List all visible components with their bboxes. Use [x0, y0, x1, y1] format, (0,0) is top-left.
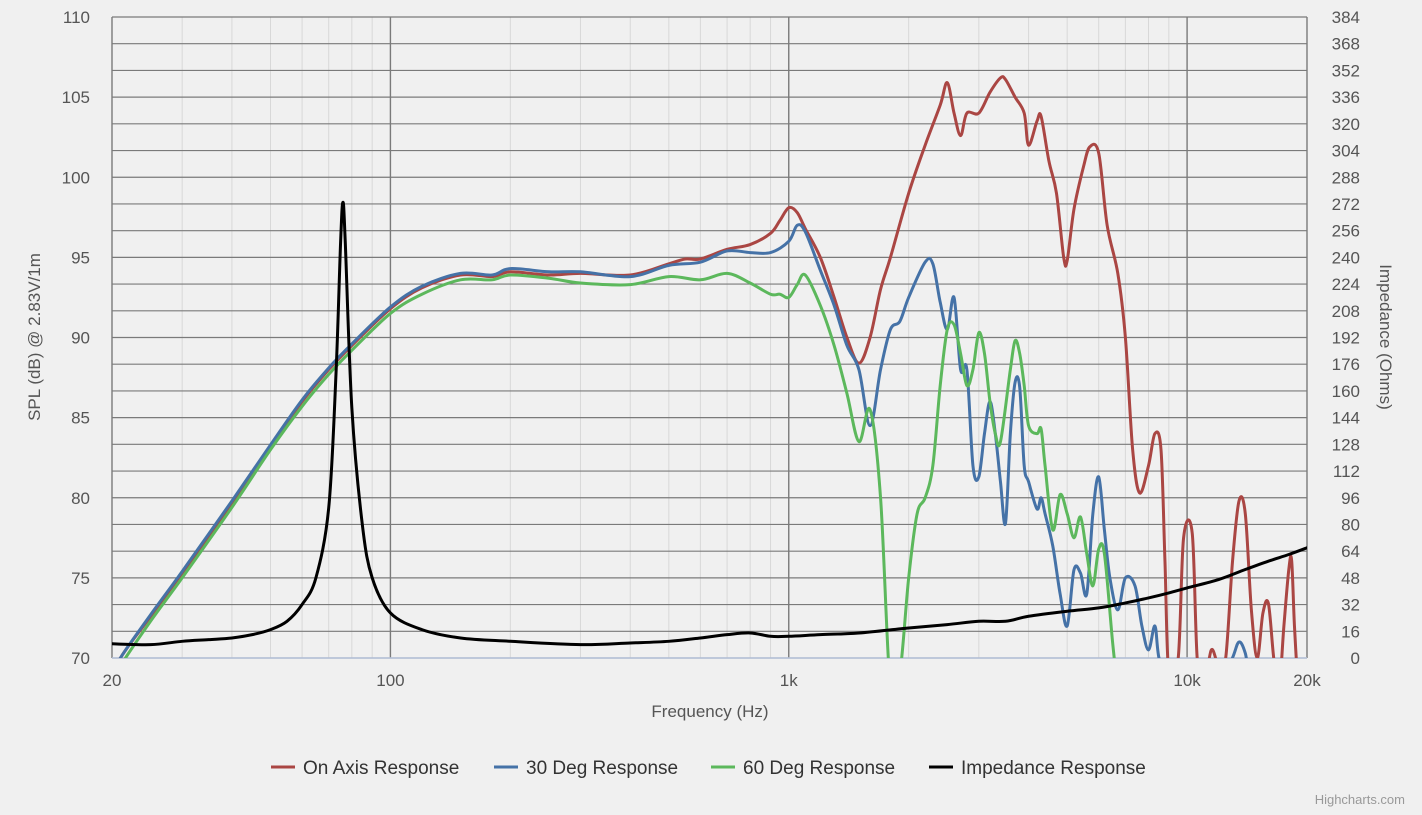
y2-tick-label: 160	[1332, 382, 1360, 401]
y2-tick-label: 192	[1332, 329, 1360, 348]
y-tick-label: 75	[71, 569, 90, 588]
x-tick-label: 100	[376, 671, 404, 690]
series-line-impedance-response[interactable]	[112, 200, 1307, 647]
y2-tick-label: 320	[1332, 115, 1360, 134]
credits-text[interactable]: Highcharts.com	[1315, 792, 1405, 807]
y-tick-label: 110	[63, 8, 90, 27]
legend-item-impedance-response[interactable]: Impedance Response	[929, 758, 1146, 779]
y2-tick-label: 336	[1332, 88, 1360, 107]
legend-item-on-axis-response[interactable]: On Axis Response	[271, 758, 459, 779]
y2-tick-label: 16	[1341, 622, 1360, 641]
y2-tick-label: 272	[1332, 195, 1360, 214]
series-layer	[112, 75, 1307, 703]
y-tick-label: 80	[71, 489, 90, 508]
y2-tick-label: 240	[1332, 248, 1360, 267]
y2-tick-label: 144	[1332, 409, 1360, 428]
series-line-on-axis-response[interactable]	[112, 75, 1298, 691]
y2-tick-label: 128	[1332, 435, 1360, 454]
y2-tick-label: 208	[1332, 302, 1360, 321]
y2-axis-title: Impedance (Ohms)	[1376, 264, 1395, 410]
y2-tick-label: 0	[1351, 649, 1360, 668]
legend-label: Impedance Response	[961, 758, 1146, 779]
y2-tick-label: 112	[1333, 462, 1360, 481]
y-tick-label: 105	[62, 88, 90, 107]
series-line-60-deg-response[interactable]	[112, 271, 1118, 703]
legend-label: 60 Deg Response	[743, 758, 895, 779]
y-axis-title: SPL (dB) @ 2.83V/1m	[25, 253, 44, 421]
x-axis-ticks: 20 100 1k 10k 20k	[103, 671, 1322, 690]
y2-tick-label: 176	[1332, 355, 1360, 374]
left-y-axis-ticks: 70 75 80 85 90 95 100 105 110	[62, 8, 90, 668]
x-axis-title: Frequency (Hz)	[651, 702, 768, 721]
series-line-30-deg-response[interactable]	[112, 223, 1307, 693]
legend: On Axis Response 30 Deg Response 60 Deg Re…	[271, 758, 1146, 779]
y2-tick-label: 64	[1341, 542, 1360, 561]
legend-label: 30 Deg Response	[526, 758, 678, 779]
legend-item-30-deg-response[interactable]: 30 Deg Response	[494, 758, 678, 779]
y-tick-label: 100	[62, 168, 90, 187]
legend-item-60-deg-response[interactable]: 60 Deg Response	[711, 758, 895, 779]
y2-tick-label: 304	[1332, 142, 1360, 161]
y-tick-label: 85	[71, 409, 90, 428]
major-grid	[111, 16, 1308, 659]
x-tick-label: 10k	[1173, 671, 1201, 690]
y2-tick-label: 352	[1332, 61, 1360, 80]
y2-tick-label: 32	[1341, 596, 1360, 615]
y2-tick-label: 288	[1332, 168, 1360, 187]
y2-tick-label: 224	[1332, 275, 1360, 294]
y-tick-label: 95	[71, 248, 90, 267]
y-tick-label: 90	[71, 329, 90, 348]
y2-tick-label: 256	[1332, 222, 1360, 241]
legend-label: On Axis Response	[303, 758, 459, 779]
y-tick-label: 70	[71, 649, 90, 668]
x-tick-label: 20k	[1293, 671, 1321, 690]
y2-tick-label: 384	[1332, 8, 1360, 27]
x-tick-label: 20	[103, 671, 122, 690]
right-y-axis-ticks: 0 16 32 48 64 80 96 112 128 144 160 176 192 208 224 240…	[1332, 8, 1360, 668]
y2-tick-label: 368	[1332, 35, 1360, 54]
y2-tick-label: 48	[1341, 569, 1360, 588]
x-tick-label: 1k	[780, 671, 798, 690]
y2-tick-label: 96	[1341, 489, 1360, 508]
y2-tick-label: 80	[1341, 515, 1360, 534]
